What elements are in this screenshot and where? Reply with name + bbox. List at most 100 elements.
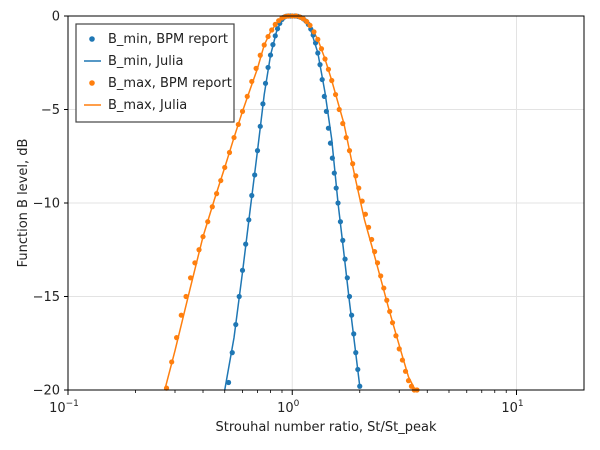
data-point [231,134,237,141]
data-point [342,256,348,262]
data-point [253,65,259,71]
data-point [265,64,271,71]
data-point [384,297,390,303]
data-point [257,123,263,129]
data-point [243,241,249,247]
legend-label: B_min, BPM report [108,32,228,47]
data-point [178,312,184,318]
data-point [359,198,365,204]
legend-item: B_min, Julia [84,54,183,69]
data-point [369,236,375,243]
ticks [64,15,517,395]
data-point [356,185,362,191]
data-point [333,185,339,191]
data-point [332,91,339,98]
y-tick-label: −20 [33,384,60,399]
x-tick-label: 10−1 [49,399,79,416]
legend-label: B_max, Julia [108,98,187,113]
data-point [272,33,278,39]
legend-item: B_max, BPM report [89,76,232,91]
data-point [226,149,233,156]
data-point [365,224,372,230]
data-point [163,385,170,391]
legend-marker [89,80,95,86]
data-point [344,275,350,281]
data-point [337,219,344,225]
data-point [249,78,255,85]
data-point [205,219,211,225]
data-point [408,383,415,389]
data-point [372,249,378,255]
x-axis-label: Strouhal number ratio, St/St_peak [216,420,437,435]
data-point [270,42,276,48]
data-point [304,19,310,25]
data-point [405,378,412,384]
data-point [183,293,189,300]
data-point [196,247,202,253]
data-point [322,56,328,62]
data-point [174,335,180,341]
data-point [340,237,346,243]
data-point [252,172,258,178]
data-point [262,80,269,86]
data-point [254,148,261,154]
data-point [350,161,356,167]
y-tick-label: 0 [52,10,60,25]
y-tick-label: −15 [33,290,60,305]
data-point [236,293,242,300]
data-point [307,22,313,28]
data-point [260,101,266,107]
data-point [402,368,409,374]
data-point [355,366,361,373]
legend-label: B_max, BPM report [108,76,232,91]
data-point [346,148,353,154]
data-point [315,50,321,56]
legend-marker [89,36,95,42]
y-axis-label: Function B level, dB [16,139,31,268]
data-point [389,320,396,326]
data-point [272,21,278,28]
data-point [235,121,241,128]
legend-key [89,80,95,86]
data-point [335,200,341,206]
data-point [274,26,281,32]
data-point [340,120,346,127]
data-point [323,108,329,114]
data-point [346,293,353,300]
series-markers [163,13,420,393]
y-tick-label: −10 [33,197,60,212]
data-point [222,164,228,171]
data-point [321,93,327,100]
data-point [187,275,194,281]
data-point [325,125,332,131]
legend-key [89,36,95,42]
data-point [325,66,332,72]
data-point [349,312,355,318]
data-point [399,357,406,363]
x-tick-label: 100 [277,399,300,416]
data-point [311,29,317,35]
data-point [329,77,335,84]
data-point [249,192,255,199]
data-point [336,106,342,113]
data-point [300,16,306,22]
data-point [267,52,274,58]
data-point [229,350,235,356]
data-point [244,93,250,100]
y-tick-label: −5 [41,103,60,118]
data-point [169,359,175,365]
data-point [357,383,363,389]
data-point [381,285,387,291]
data-point [225,379,232,386]
data-point [393,333,399,339]
data-point [192,260,198,266]
data-point [319,76,325,83]
data-point [353,350,359,356]
data-point [261,42,267,48]
data-point [327,140,334,146]
data-point [378,273,384,279]
data-point [214,191,220,197]
legend-item: B_max, Julia [84,98,187,113]
data-point [269,27,275,33]
data-point [396,346,402,352]
